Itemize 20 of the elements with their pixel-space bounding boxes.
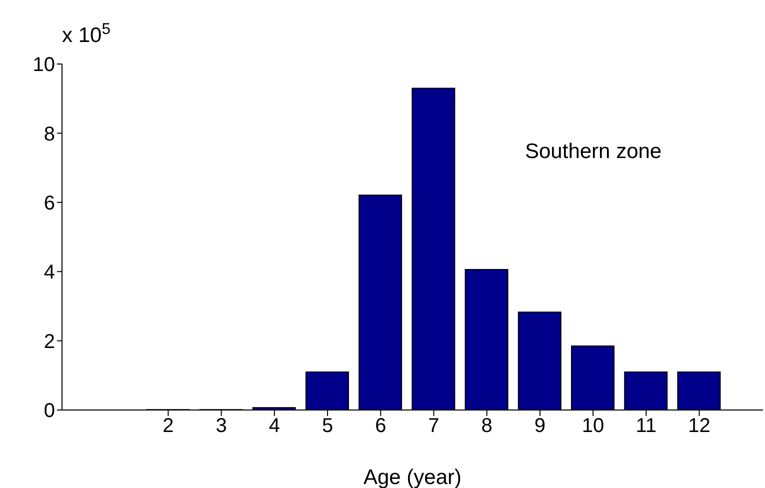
y-tick-label: 6 — [44, 192, 55, 214]
y-tick-label: 4 — [44, 262, 55, 284]
annotation: Southern zone — [525, 140, 662, 163]
y-tick-label: 10 — [32, 54, 55, 76]
x-tick-label: 4 — [268, 415, 280, 438]
x-tick-label: 8 — [481, 415, 492, 438]
y-tick-label: 2 — [44, 330, 55, 353]
x-axis-title: Age (year) — [363, 466, 462, 488]
y-tick-label: 8 — [44, 123, 55, 146]
x-tick-label: 3 — [216, 415, 227, 438]
text: x 10$^{5}$ — [62, 20, 111, 47]
x-tick-label: 5 — [322, 415, 334, 438]
x-tick-label: 2 — [162, 415, 174, 438]
x-tick-label: 12 — [688, 415, 710, 438]
x-tick-label: 9 — [534, 415, 546, 438]
x-tick-label: 10 — [582, 415, 604, 438]
y-tick-label: 0 — [44, 400, 55, 422]
x-tick-label: 11 — [636, 415, 657, 438]
x-tick-label: 6 — [375, 415, 386, 438]
x-tick-label: 7 — [428, 415, 440, 438]
